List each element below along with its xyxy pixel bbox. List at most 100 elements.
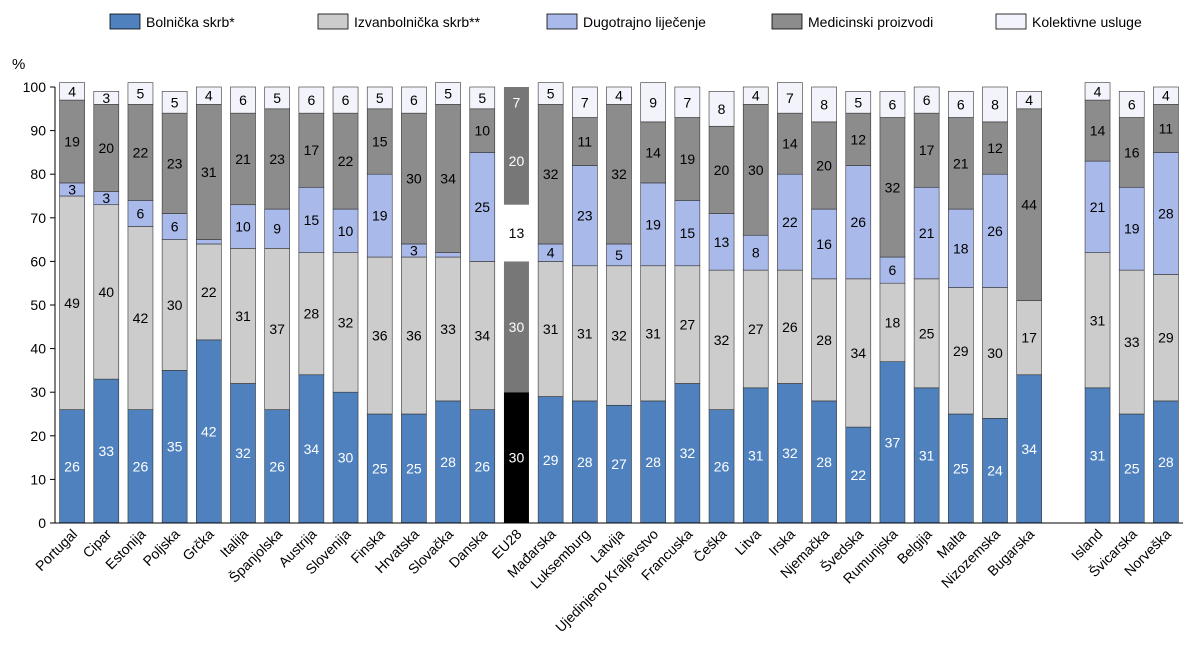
- data-label-bolnicka-skrb-slovenija: 30: [338, 450, 354, 466]
- bar-kolektivne-usluge-estonija: [127, 82, 154, 105]
- data-label-kolektivne-usluge-spanjolska: 5: [273, 90, 281, 106]
- data-label-dugotrajno-lijecenje-njemacka: 16: [816, 236, 832, 252]
- bar-medicinski-proizvodi-italija: [230, 112, 256, 206]
- data-label-medicinski-proizvodi-litva: 30: [748, 162, 764, 178]
- data-label-izvanbolnicka-skrb-ceska: 32: [714, 332, 730, 348]
- bar-izvanbolnicka-skrb-svedska: [845, 278, 872, 428]
- data-label-izvanbolnicka-skrb-estonija: 42: [133, 310, 149, 326]
- bar-dugotrajno-lijecenje-island: [1084, 160, 1111, 253]
- bar-kolektivne-usluge-litva: [742, 86, 769, 105]
- bar-kolektivne-usluge-eu28: [503, 87, 529, 118]
- data-label-bolnicka-skrb-svedska: 22: [850, 467, 866, 483]
- data-label-izvanbolnicka-skrb-latvija: 32: [611, 328, 627, 344]
- legend-swatch-izvanbolnicka-skrb: [317, 13, 349, 30]
- data-label-izvanbolnicka-skrb-svedska: 34: [850, 345, 866, 361]
- y-tick-label: 50: [30, 297, 46, 313]
- bar-kolektivne-usluge-svedska: [845, 91, 872, 114]
- data-label-medicinski-proizvodi-latvija: 32: [611, 166, 627, 182]
- data-label-izvanbolnicka-skrb-litva: 27: [748, 321, 764, 337]
- data-label-izvanbolnicka-skrb-svicarska: 33: [1124, 334, 1140, 350]
- data-label-kolektivne-usluge-ma-arska: 5: [547, 86, 555, 102]
- bar-izvanbolnicka-skrb-italija: [230, 248, 256, 384]
- data-label-kolektivne-usluge-francuska: 7: [683, 94, 691, 110]
- bar-medicinski-proizvodi-norveska: [1153, 104, 1179, 153]
- data-label-izvanbolnicka-skrb-irska: 26: [782, 319, 798, 335]
- bar-dugotrajno-lijecenje-njemacka: [811, 208, 837, 280]
- data-label-bolnicka-skrb-bugarska: 34: [1021, 441, 1037, 457]
- y-tick-label: 30: [30, 384, 46, 400]
- data-label-dugotrajno-lijecenje-nizozemska: 26: [987, 223, 1003, 239]
- data-label-medicinski-proizvodi-ma-arska: 32: [543, 166, 559, 182]
- bar-bolnicka-skrb-malta: [948, 413, 974, 524]
- data-label-dugotrajno-lijecenje-austrija: 15: [304, 212, 320, 228]
- data-label-izvanbolnicka-skrb-norveska: 29: [1158, 330, 1174, 346]
- data-label-izvanbolnicka-skrb-austrija: 28: [304, 306, 320, 322]
- data-label-dugotrajno-lijecenje-litva: 8: [752, 245, 760, 261]
- bars: [59, 82, 1179, 524]
- bar-izvanbolnicka-skrb-poljska: [161, 239, 188, 371]
- bar-medicinski-proizvodi-njemacka: [811, 121, 837, 210]
- bar-bolnicka-skrb-austrija: [298, 374, 325, 524]
- data-label-bolnicka-skrb-slovacka: 28: [440, 454, 456, 470]
- data-label-bolnicka-skrb-spanjolska: 26: [269, 458, 285, 474]
- data-label-dugotrajno-lijecenje-svicarska: 19: [1124, 221, 1140, 237]
- data-label-medicinski-proizvodi-estonija: 22: [133, 144, 149, 160]
- data-label-medicinski-proizvodi-austrija: 17: [304, 142, 320, 158]
- data-label-medicinski-proizvodi-malta: 21: [953, 155, 969, 171]
- y-tick-label: 60: [30, 253, 46, 269]
- x-tick-label-ceska: Češka: [690, 526, 730, 566]
- data-label-bolnicka-skrb-grcka: 42: [201, 423, 217, 439]
- data-label-medicinski-proizvodi-irska: 14: [782, 136, 798, 152]
- bar-medicinski-proizvodi-island: [1084, 99, 1111, 162]
- data-label-dugotrajno-lijecenje-norveska: 28: [1158, 205, 1174, 221]
- bar-medicinski-proizvodi-hrvatska: [401, 112, 427, 245]
- bar-bolnicka-skrb-slovacka: [435, 400, 461, 524]
- data-label-dugotrajno-lijecenje-ujedinjeno-kraljevstvo: 19: [645, 216, 661, 232]
- bar-izvanbolnicka-skrb-svicarska: [1118, 269, 1145, 415]
- bar-kolektivne-usluge-cipar: [93, 91, 120, 105]
- bar-dugotrajno-lijecenje-malta: [948, 208, 974, 288]
- bar-izvanbolnicka-skrb-slovacka: [435, 256, 461, 402]
- data-label-dugotrajno-lijecenje-rumunjska: 6: [889, 262, 897, 278]
- x-tick-label-litva: Litva: [732, 526, 764, 558]
- data-label-izvanbolnicka-skrb-slovacka: 33: [440, 321, 456, 337]
- data-label-kolektivne-usluge-slovenija: 6: [342, 92, 350, 108]
- bar-medicinski-proizvodi-poljska: [161, 112, 188, 214]
- bar-medicinski-proizvodi-austrija: [298, 112, 325, 188]
- bar-bolnicka-skrb-norveska: [1153, 400, 1179, 524]
- data-label-medicinski-proizvodi-poljska: 23: [167, 155, 183, 171]
- bar-izvanbolnicka-skrb-hrvatska: [401, 256, 427, 415]
- bar-kolektivne-usluge-ma-arska: [537, 82, 564, 105]
- data-label-medicinski-proizvodi-slovacka: 34: [440, 171, 456, 187]
- y-tick-label: 90: [30, 123, 46, 139]
- data-label-bolnicka-skrb-malta: 25: [953, 461, 969, 477]
- bar-bolnicka-skrb-ujedinjeno-kraljevstvo: [640, 400, 666, 524]
- data-label-bolnicka-skrb-ujedinjeno-kraljevstvo: 28: [645, 454, 661, 470]
- bar-dugotrajno-lijecenje-austrija: [298, 186, 325, 253]
- data-label-izvanbolnicka-skrb-eu28: 30: [509, 319, 525, 335]
- legend: Bolnička skrb* Izvanbolnička skrb** Dugotr…: [109, 13, 1142, 30]
- data-label-izvanbolnicka-skrb-danska: 34: [474, 328, 490, 344]
- bar-kolektivne-usluge-grcka: [196, 86, 222, 105]
- bar-bolnicka-skrb-latvija: [606, 404, 632, 524]
- bar-kolektivne-usluge-latvija: [606, 86, 632, 105]
- bar-bolnicka-skrb-irska: [777, 383, 803, 524]
- data-label-bolnicka-skrb-austrija: 34: [304, 441, 320, 457]
- data-label-kolektivne-usluge-cipar: 3: [102, 90, 110, 106]
- data-label-kolektivne-usluge-poljska: 5: [171, 94, 179, 110]
- bar-kolektivne-usluge-island: [1084, 82, 1111, 101]
- bar-dugotrajno-lijecenje-svicarska: [1118, 186, 1145, 271]
- data-label-kolektivne-usluge-irska: 7: [786, 90, 794, 106]
- bar-kolektivne-usluge-norveska: [1153, 86, 1179, 105]
- bar-dugotrajno-lijecenje-danska: [469, 152, 496, 262]
- data-label-izvanbolnicka-skrb-poljska: 30: [167, 297, 183, 313]
- data-label-dugotrajno-lijecenje-finska: 19: [372, 208, 388, 224]
- data-label-bolnicka-skrb-norveska: 28: [1158, 454, 1174, 470]
- data-label-kolektivne-usluge-latvija: 4: [615, 88, 623, 104]
- bar-kolektivne-usluge-nizozemska: [982, 86, 1008, 123]
- y-tick-label: 80: [30, 166, 46, 182]
- bar-medicinski-proizvodi-ceska: [708, 125, 735, 214]
- bar-kolektivne-usluge-finska: [366, 86, 393, 110]
- data-label-bolnicka-skrb-portugal: 26: [64, 458, 80, 474]
